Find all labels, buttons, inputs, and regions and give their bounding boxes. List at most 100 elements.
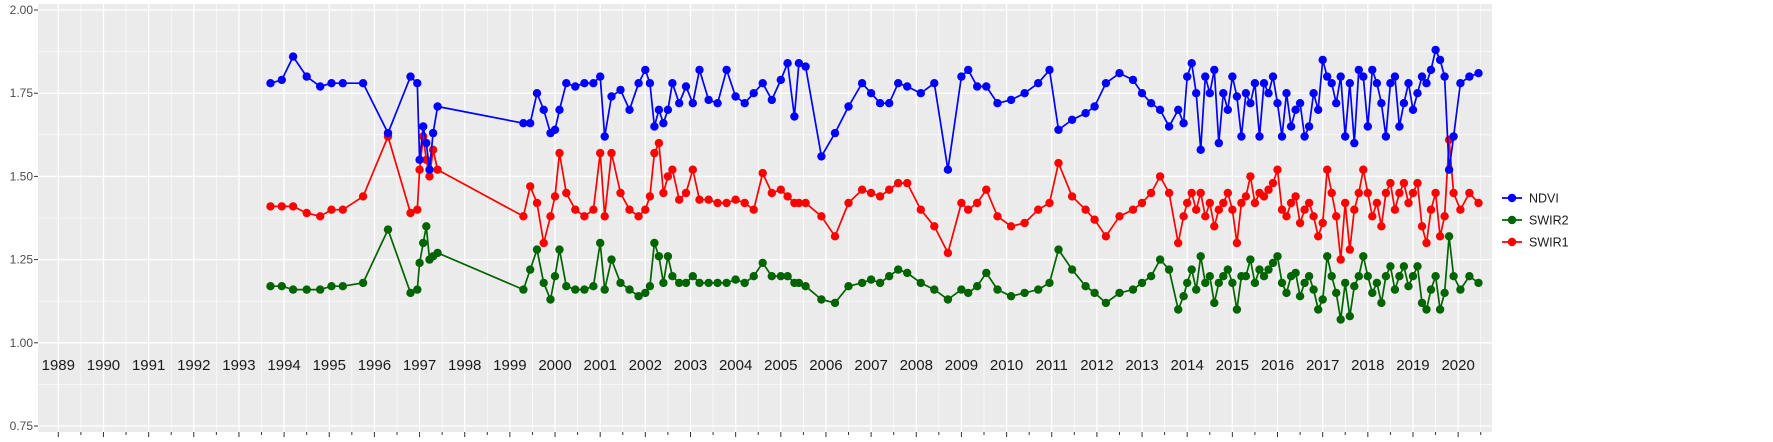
data-point-swir2 (1422, 305, 1431, 314)
data-point-swir2 (1187, 265, 1196, 274)
data-point-ndvi (1128, 75, 1138, 85)
data-point-ndvi (562, 79, 571, 88)
data-point-ndvi (1341, 132, 1350, 141)
data-point-swir1 (894, 178, 903, 188)
data-point-swir2 (1081, 282, 1090, 291)
x-year-label: 2019 (1396, 357, 1429, 374)
data-point-ndvi (526, 119, 535, 128)
data-point-ndvi (1332, 99, 1341, 108)
data-point-swir2 (1372, 278, 1382, 288)
data-point-swir1 (1054, 158, 1063, 168)
data-point-ndvi (1404, 79, 1413, 88)
data-point-swir1 (704, 195, 713, 204)
data-point-swir2 (1034, 285, 1043, 294)
data-point-swir1 (1449, 188, 1458, 198)
data-point-swir2 (1174, 305, 1183, 314)
data-point-ndvi (1045, 65, 1054, 75)
data-point-swir1 (555, 148, 564, 158)
data-point-ndvi (596, 72, 605, 81)
data-point-swir1 (695, 195, 704, 204)
data-point-swir2 (406, 288, 415, 298)
data-point-ndvi (1422, 79, 1431, 88)
data-point-swir1 (731, 195, 740, 204)
data-point-swir1 (1237, 198, 1246, 208)
data-point-swir1 (801, 198, 810, 208)
data-point-ndvi (1291, 105, 1300, 115)
data-point-swir2 (1137, 278, 1147, 288)
data-point-ndvi (1192, 89, 1201, 98)
data-point-swir1 (885, 185, 894, 194)
data-point-ndvi (1081, 109, 1090, 118)
data-point-ndvi (539, 105, 548, 115)
data-point-swir1 (277, 202, 286, 211)
data-point-swir2 (794, 278, 804, 288)
data-point-swir2 (894, 265, 903, 274)
data-point-swir1 (1034, 205, 1043, 214)
data-point-swir2 (801, 282, 810, 291)
data-point-ndvi (1399, 99, 1409, 108)
data-point-ndvi (916, 89, 925, 98)
data-point-swir1 (783, 192, 792, 201)
data-point-swir2 (1314, 305, 1323, 314)
data-point-swir1 (1426, 205, 1436, 214)
data-point-swir1 (1304, 198, 1314, 208)
legend-label-swir1: SWIR1 (1529, 236, 1569, 250)
data-point-swir1 (1268, 178, 1278, 188)
data-point-ndvi (957, 72, 966, 81)
x-year-label: 1999 (493, 357, 526, 374)
data-point-ndvi (1444, 165, 1454, 174)
data-point-swir1 (866, 188, 876, 198)
data-point-swir2 (1201, 278, 1210, 288)
data-point-ndvi (731, 92, 740, 101)
data-point-ndvi (555, 105, 564, 115)
data-point-ndvi (1435, 55, 1445, 65)
y-tick-label: 1.00 (10, 336, 34, 350)
data-point-ndvi (532, 89, 542, 98)
data-point-swir2 (916, 278, 925, 288)
data-point-ndvi (722, 65, 731, 75)
data-point-swir1 (681, 188, 691, 198)
data-point-swir2 (688, 272, 697, 281)
data-point-swir1 (532, 198, 542, 208)
x-year-label: 1994 (267, 357, 300, 374)
data-point-swir2 (1381, 272, 1391, 281)
data-point-swir2 (749, 272, 758, 281)
data-point-ndvi (801, 62, 810, 71)
data-point-swir2 (616, 278, 625, 288)
data-point-swir2 (722, 278, 731, 288)
data-point-swir2 (957, 285, 966, 294)
data-point-swir2 (413, 285, 422, 294)
data-point-swir1 (607, 148, 616, 158)
data-point-ndvi (1187, 59, 1196, 68)
x-year-label: 2000 (538, 357, 571, 374)
data-point-swir1 (1474, 198, 1483, 208)
data-point-swir1 (1377, 222, 1386, 231)
data-point-swir1 (713, 198, 722, 208)
data-point-ndvi (1386, 79, 1395, 88)
data-point-swir2 (1386, 262, 1395, 271)
data-point-swir2 (1241, 272, 1251, 281)
data-point-ndvi (600, 132, 609, 141)
data-point-swir2 (422, 222, 431, 231)
x-year-label: 1996 (358, 357, 391, 374)
data-point-swir1 (1431, 188, 1440, 198)
data-point-swir2 (1345, 312, 1355, 321)
data-point-ndvi (1164, 122, 1174, 131)
data-point-ndvi (1115, 69, 1124, 78)
data-point-swir2 (930, 285, 939, 294)
data-point-swir2 (1332, 288, 1341, 298)
data-point-swir1 (302, 208, 311, 218)
data-point-swir1 (1250, 198, 1260, 208)
data-point-ndvi (1395, 122, 1404, 131)
data-point-swir2 (767, 272, 776, 281)
data-point-swir2 (1359, 252, 1368, 261)
data-point-swir1 (1264, 185, 1273, 194)
data-point-ndvi (973, 82, 982, 91)
data-point-swir2 (1228, 278, 1237, 288)
data-point-ndvi (1241, 89, 1251, 98)
data-point-ndvi (1354, 65, 1364, 75)
data-point-ndvi (1201, 72, 1210, 81)
data-point-ndvi (428, 128, 438, 138)
data-point-swir2 (1309, 285, 1318, 294)
